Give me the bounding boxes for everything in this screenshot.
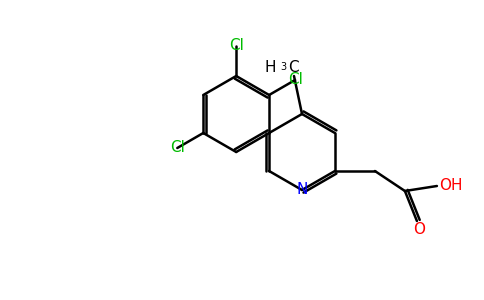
Text: O: O — [413, 221, 425, 236]
Text: H: H — [264, 61, 276, 76]
Text: OH: OH — [439, 178, 463, 194]
Text: Cl: Cl — [229, 38, 243, 53]
Text: Cl: Cl — [170, 140, 185, 155]
Text: N: N — [296, 182, 308, 197]
Text: 3: 3 — [280, 62, 286, 72]
Text: Cl: Cl — [287, 73, 302, 88]
Text: C: C — [288, 61, 299, 76]
